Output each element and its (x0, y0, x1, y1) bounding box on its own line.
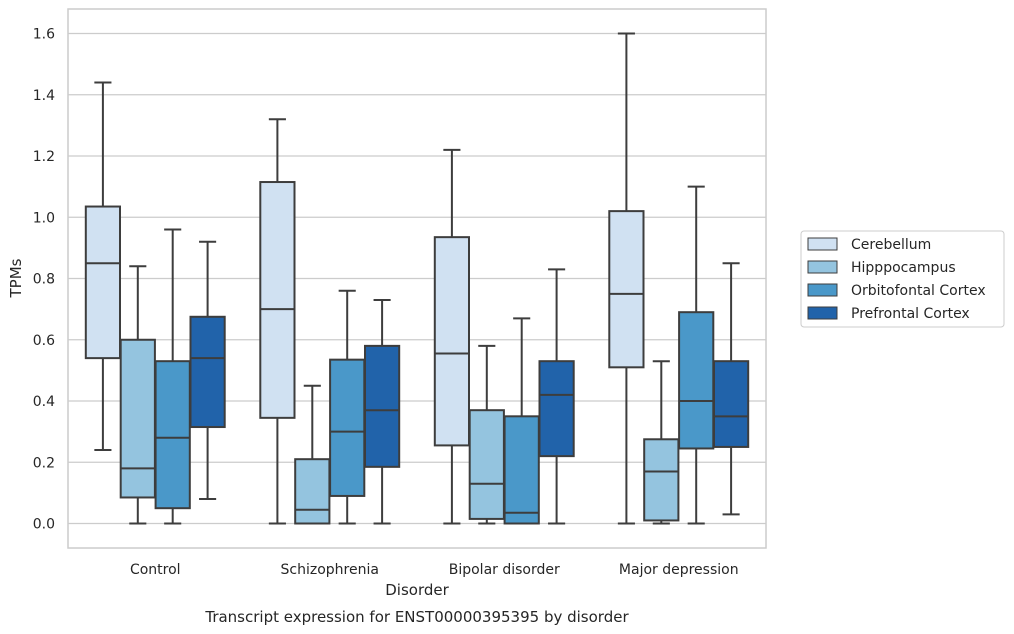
box-iqr (84, 205, 122, 360)
box-iqr (329, 358, 366, 497)
box-1-0 (259, 118, 296, 525)
legend-frame (800, 230, 1005, 328)
y-tick-label: 1.2 (33, 149, 55, 165)
box-iqr (294, 458, 331, 525)
box-iqr (643, 438, 680, 522)
y-tick-label: 1.4 (33, 88, 55, 104)
y-tick-label: 1.0 (33, 210, 55, 226)
legend-label: Hipppocampus (851, 260, 956, 276)
box-iqr (608, 210, 645, 369)
chart-title: Transcript expression for ENST0000039539… (204, 608, 629, 626)
x-tick-label: Major depression (619, 562, 739, 578)
box-iqr (363, 344, 401, 468)
box-1-3 (363, 298, 401, 525)
box-plot-marks (84, 32, 750, 525)
box-0-3 (189, 240, 226, 500)
box-3-3 (712, 262, 750, 516)
box-1-1 (294, 384, 331, 525)
y-tick-label: 0.8 (33, 272, 55, 288)
box-iqr (433, 236, 471, 447)
plot-frame (67, 8, 767, 549)
legend-swatch (807, 283, 838, 297)
box-iqr (119, 338, 156, 499)
x-tick-label: Control (130, 562, 181, 578)
y-tick-label: 0.0 (33, 517, 55, 533)
y-axis-label: TPMs (7, 258, 25, 298)
x-axis-ticks: Control Schizophrenia Bipolar disorder Majo… (130, 562, 739, 578)
box-2-0 (433, 148, 471, 525)
box-2-1 (468, 344, 505, 525)
x-tick-label: Bipolar disorder (449, 562, 560, 578)
box-iqr (712, 360, 750, 448)
box-3-1 (643, 360, 680, 525)
box-iqr (259, 181, 296, 419)
legend-label: Cerebellum (851, 237, 931, 253)
box-0-2 (154, 228, 191, 525)
box-3-2 (678, 185, 715, 525)
x-axis-label: Disorder (385, 581, 449, 599)
box-2-3 (538, 268, 575, 525)
y-tick-label: 0.4 (33, 394, 55, 410)
box-iqr (503, 415, 540, 525)
box-1-2 (329, 289, 366, 525)
box-2-2 (503, 317, 540, 525)
box-3-0 (608, 32, 645, 525)
y-tick-label: 0.6 (33, 333, 55, 349)
x-tick-label: Schizophrenia (281, 562, 379, 578)
legend-label: Orbitofontal Cortex (851, 283, 986, 299)
legend-swatch (807, 260, 838, 274)
box-iqr (538, 360, 575, 458)
y-tick-label: 1.6 (33, 27, 55, 43)
box-iqr (154, 360, 191, 510)
box-iqr (189, 315, 226, 429)
legend-swatch (807, 306, 838, 320)
legend: Cerebellum Hipppocampus Orbitofontal Corte… (800, 230, 1005, 328)
box-iqr (468, 409, 505, 520)
box-0-1 (119, 265, 156, 525)
box-0-0 (84, 81, 122, 451)
y-axis-ticks: 0.0 0.2 0.4 0.6 0.8 1.0 1.2 1.4 1.6 (33, 27, 55, 533)
legend-swatch (807, 237, 838, 251)
legend-label: Prefrontal Cortex (851, 306, 970, 322)
box-iqr (678, 311, 715, 450)
y-tick-label: 0.2 (33, 455, 55, 471)
